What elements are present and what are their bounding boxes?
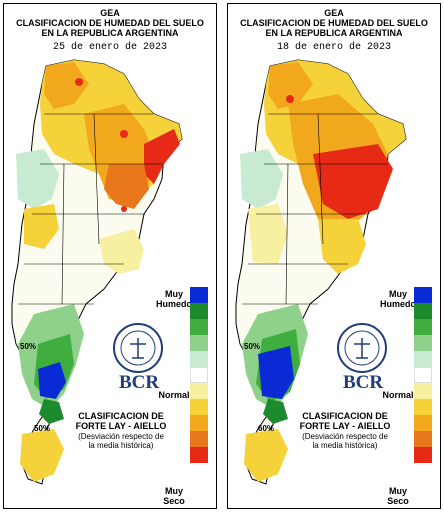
legend-swatch: [414, 319, 432, 335]
legend-swatch: [190, 319, 208, 335]
contour-label: 50%: [34, 424, 51, 433]
org-label: GEA: [324, 8, 344, 18]
source-title: CLASIFICACION DE FORTE LAY - AIELLO: [299, 411, 391, 431]
legend-bottom-label: Muy Seco: [163, 486, 185, 506]
dry-zone-north-west: [268, 62, 313, 109]
bcr-seal-logo: [337, 323, 387, 373]
map-date: 25 de enero de 2023: [52, 42, 168, 53]
legend-swatch: [414, 415, 432, 431]
legend-bottom-label: Muy Seco: [387, 486, 409, 506]
soil-moisture-map-panel-jan25: GEA CLASIFICACION DE HUMEDAD DEL SUELO E…: [3, 3, 217, 509]
legend-swatch: [414, 303, 432, 319]
legend-swatch: [414, 335, 432, 351]
source-note: (Desviación respecto de la media históric…: [78, 432, 164, 450]
legend-swatch: [190, 335, 208, 351]
very-wet-zone: [38, 362, 66, 399]
legend-swatch: [190, 303, 208, 319]
bcr-wordmark: BCR: [118, 372, 160, 393]
map-date: 18 de enero de 2023: [276, 42, 392, 53]
soil-moisture-map-panel-jan18: GEA CLASIFICACION DE HUMEDAD DEL SUELO E…: [227, 3, 441, 509]
legend-swatch: [190, 447, 208, 463]
org-label: GEA: [100, 8, 120, 18]
dry-zone-cuyo: [248, 204, 288, 264]
legend-swatch: [190, 287, 208, 303]
legend-swatch: [190, 399, 208, 415]
legend-swatch: [414, 383, 432, 399]
very-wet-zone: [258, 346, 294, 399]
bcr-seal-logo: [113, 323, 163, 373]
source-title: CLASIFICACION DE FORTE LAY - AIELLO: [75, 411, 167, 431]
dry-zone-south: [20, 429, 64, 482]
dry-zone-center: [99, 229, 144, 274]
legend-top-label: Muy Humedo: [380, 289, 416, 309]
contour-label: 60%: [258, 424, 275, 433]
legend-swatch: [190, 367, 208, 383]
legend-swatch: [414, 399, 432, 415]
humid-zone-south: [263, 399, 288, 424]
argentina-moisture-map: [11, 59, 183, 485]
legend-swatch: [414, 351, 432, 367]
legend-swatch: [414, 447, 432, 463]
contour-label: 50%: [20, 342, 37, 351]
dry-zone-south: [244, 429, 288, 482]
map-title-line2: EN LA REPUBLICA ARGENTINA: [265, 28, 403, 38]
legend-swatch: [190, 383, 208, 399]
map-title-line2: EN LA REPUBLICA ARGENTINA: [41, 28, 179, 38]
dry-zone-cuyo: [24, 204, 59, 249]
province-borders: [18, 113, 164, 305]
map-title-line1: CLASIFICACION DE HUMEDAD DEL SUELO: [240, 18, 428, 28]
bcr-wordmark: BCR: [342, 372, 384, 393]
legend-swatch: [414, 431, 432, 447]
legend-color-scale: [414, 287, 432, 463]
legend-top-label: Muy Humedo: [156, 289, 192, 309]
legend-swatch: [190, 431, 208, 447]
legend-swatch: [414, 367, 432, 383]
argentina-moisture-map: [235, 59, 407, 485]
humid-zone-south: [39, 399, 64, 424]
legend-mid-label: Normal: [382, 390, 414, 400]
very-dry-zone-ne: [144, 129, 180, 184]
map-title-line1: CLASIFICACION DE HUMEDAD DEL SUELO: [16, 18, 204, 28]
very-dry-zone-center: [313, 144, 393, 219]
legend-swatch: [414, 287, 432, 303]
legend-mid-label: Normal: [158, 390, 190, 400]
contour-label: 50%: [244, 342, 261, 351]
legend-swatch: [190, 415, 208, 431]
dry-zone-center: [318, 219, 366, 274]
dry-zone-center-orange: [104, 164, 149, 209]
province-borders: [242, 113, 388, 305]
source-note: (Desviación respecto de la media históric…: [302, 432, 388, 450]
dry-zone-north-west: [44, 62, 89, 109]
legend-color-scale: [190, 287, 208, 463]
legend-swatch: [190, 351, 208, 367]
